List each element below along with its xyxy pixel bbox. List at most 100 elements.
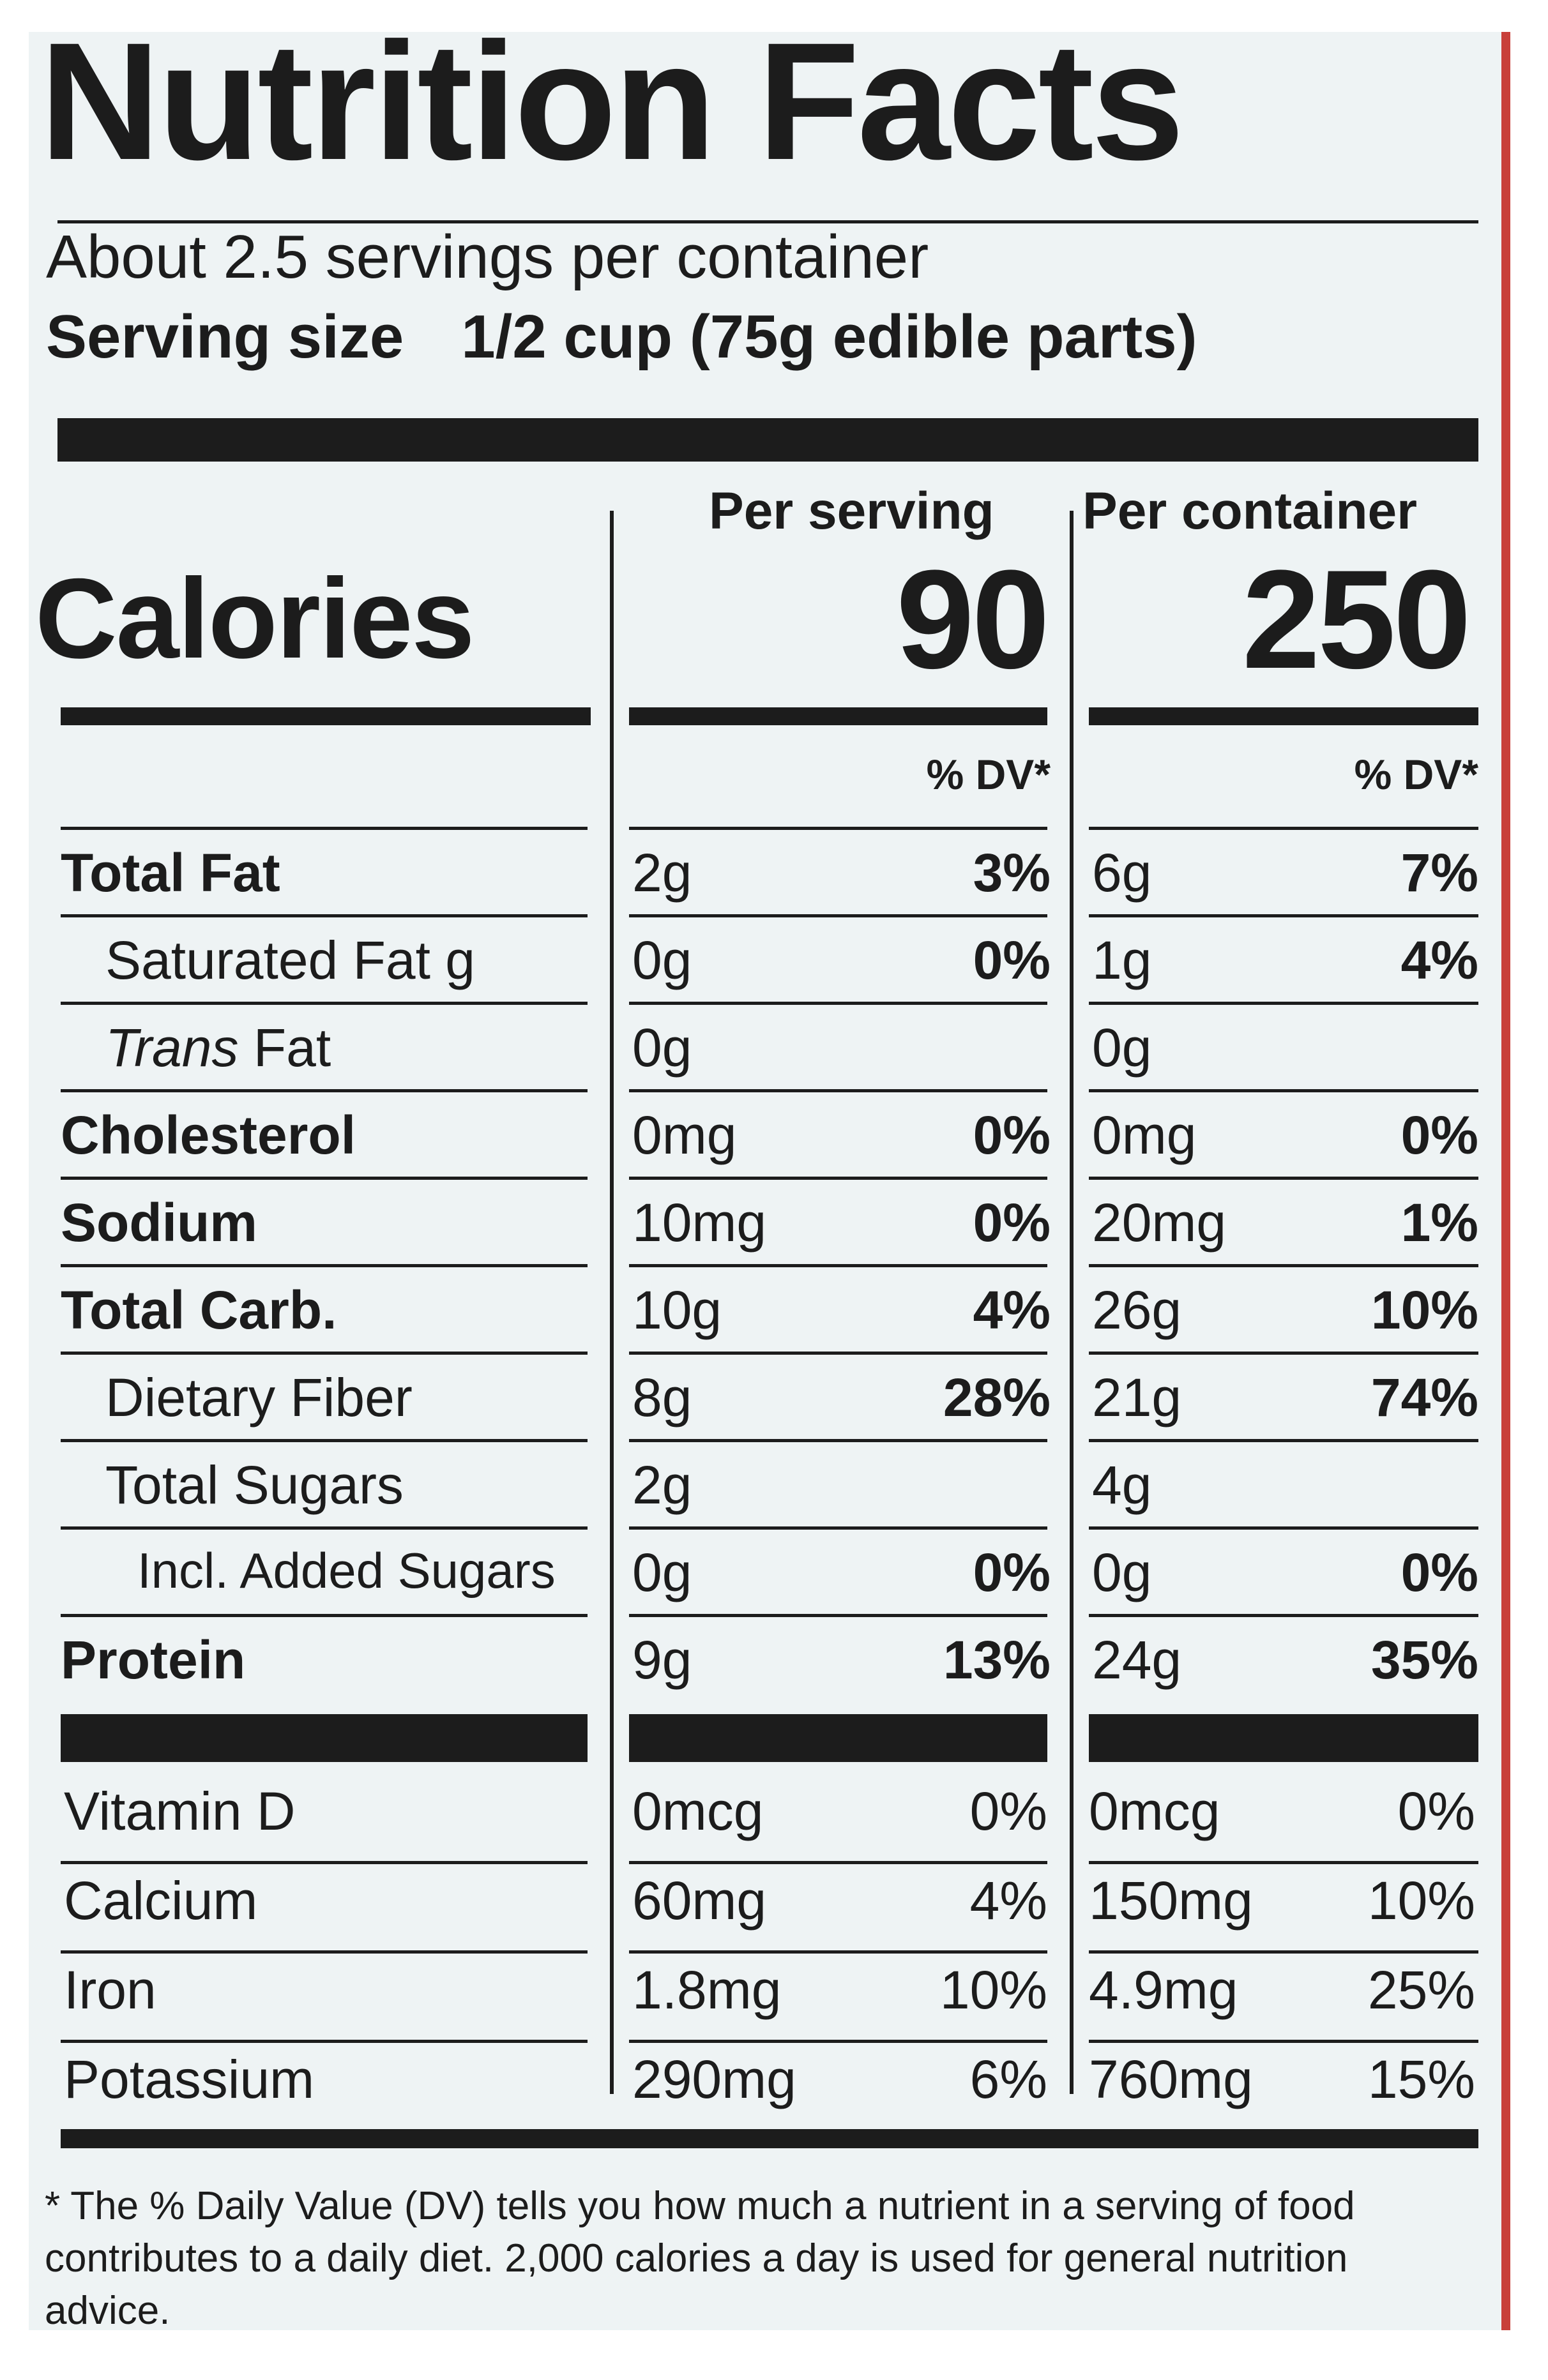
- row-rule: [629, 1002, 1047, 1005]
- row-rule: [629, 1352, 1047, 1355]
- serving-amount: 60mg: [632, 1871, 767, 1931]
- container-dv: 4%: [1400, 930, 1478, 990]
- container-dv: 0%: [1397, 1781, 1475, 1841]
- serving-amount: 290mg: [632, 2049, 796, 2109]
- row-rule: [1089, 1950, 1478, 1954]
- serving-amount: 0g: [632, 930, 692, 990]
- container-amount: 0mg: [1092, 1105, 1197, 1165]
- container-amount: 26g: [1092, 1280, 1182, 1340]
- nutrition-label: [29, 32, 1510, 2330]
- footnote: * The % Daily Value (DV) tells you how m…: [45, 2184, 1355, 2333]
- serving-dv: 6%: [969, 2049, 1047, 2109]
- container-amount: 150mg: [1089, 1871, 1253, 1931]
- container-dv: 25%: [1367, 1960, 1475, 2020]
- container-dv: 15%: [1367, 2049, 1475, 2109]
- container-amount: 1g: [1092, 930, 1152, 990]
- row-rule: [629, 1439, 1047, 1442]
- thick-rule-mid-container: [1089, 1714, 1478, 1762]
- container-dv: 0%: [1400, 1105, 1478, 1165]
- label-title: Nutrition Facts: [40, 8, 1185, 195]
- row-rule: [629, 1614, 1047, 1617]
- nutrient-name: Total Fat: [61, 843, 280, 903]
- row-rule: [1089, 914, 1478, 917]
- serving-size-label: Serving size: [46, 303, 404, 371]
- container-amount: 21g: [1092, 1367, 1182, 1427]
- row-rule: [61, 1089, 588, 1092]
- container-amount: 4.9mg: [1089, 1960, 1238, 2020]
- row-rule: [629, 2040, 1047, 2043]
- vitamin-name: Calcium: [64, 1871, 258, 1931]
- row-rule: [1089, 827, 1478, 830]
- serving-dv: 13%: [943, 1630, 1051, 1690]
- nutrient-name: Dietary Fiber: [105, 1367, 413, 1427]
- row-rule: [61, 1950, 588, 1954]
- dv-header-serving: % DV*: [926, 751, 1051, 798]
- container-amount: 0g: [1092, 1542, 1152, 1602]
- serving-amount: 8g: [632, 1367, 692, 1427]
- servings-per-container: About 2.5 servings per container: [46, 223, 929, 291]
- nutrient-name: Cholesterol: [61, 1105, 356, 1165]
- container-dv: 0%: [1400, 1542, 1478, 1602]
- serving-dv: 0%: [973, 930, 1051, 990]
- dv-header-container: % DV*: [1354, 751, 1478, 798]
- calories-rule-serving: [629, 707, 1047, 725]
- nutrient-name-rest: Fat: [238, 1018, 331, 1078]
- row-rule: [61, 1002, 588, 1005]
- container-dv: 1%: [1400, 1193, 1478, 1253]
- container-dv: 74%: [1370, 1367, 1478, 1427]
- thick-rule-top: [57, 418, 1478, 462]
- title-rule: [57, 220, 1478, 223]
- thick-rule-mid-serving: [629, 1714, 1047, 1762]
- thick-rule-mid-label: [61, 1714, 588, 1762]
- container-amount: 0mcg: [1089, 1781, 1220, 1841]
- thick-rule-bottom: [61, 2129, 1478, 2148]
- column-divider-2: [1070, 511, 1074, 2094]
- serving-amount: 0mg: [632, 1105, 737, 1165]
- serving-dv: 0%: [973, 1193, 1051, 1253]
- nutrient-name: Saturated Fat g: [105, 930, 476, 990]
- serving-amount: 0g: [632, 1018, 692, 1078]
- serving-dv: 3%: [973, 843, 1051, 903]
- row-rule: [1089, 1177, 1478, 1180]
- row-rule: [629, 1089, 1047, 1092]
- container-dv: 10%: [1367, 1871, 1475, 1931]
- row-rule: [61, 1614, 588, 1617]
- serving-dv: 4%: [969, 1871, 1047, 1931]
- calories-per-container: 250: [1241, 541, 1471, 698]
- serving-amount: 0g: [632, 1542, 692, 1602]
- serving-amount: 10mg: [632, 1193, 767, 1253]
- serving-amount: 2g: [632, 1455, 692, 1515]
- calories-per-serving: 90: [896, 541, 1050, 698]
- row-rule: [1089, 1614, 1478, 1617]
- calories-rule-container: [1089, 707, 1478, 725]
- serving-dv: 28%: [943, 1367, 1051, 1427]
- serving-dv: 4%: [973, 1280, 1051, 1340]
- row-rule: [1089, 1002, 1478, 1005]
- row-rule: [61, 1526, 588, 1530]
- per-container-header: Per container: [1082, 482, 1418, 540]
- serving-dv: 0%: [973, 1105, 1051, 1165]
- row-rule: [61, 2040, 588, 2043]
- serving-size-value: 1/2 cup (75g edible parts): [461, 303, 1197, 371]
- row-rule: [61, 1861, 588, 1864]
- calories-rule-label: [61, 707, 591, 725]
- row-rule: [1089, 1861, 1478, 1864]
- row-rule: [629, 914, 1047, 917]
- serving-amount: 10g: [632, 1280, 722, 1340]
- row-rule: [61, 1439, 588, 1442]
- nutrient-name: Sodium: [61, 1193, 257, 1253]
- nutrient-name: Trans Fat: [105, 1021, 331, 1074]
- row-rule: [629, 1177, 1047, 1180]
- row-rule: [61, 1264, 588, 1267]
- container-amount: 6g: [1092, 843, 1152, 903]
- serving-amount: 9g: [632, 1630, 692, 1690]
- nutrient-name: Incl. Added Sugars: [137, 1542, 556, 1599]
- row-rule: [1089, 1526, 1478, 1530]
- container-dv: 7%: [1400, 843, 1478, 903]
- container-amount: 760mg: [1089, 2049, 1253, 2109]
- row-rule: [629, 827, 1047, 830]
- row-rule: [1089, 1352, 1478, 1355]
- calories-label: Calories: [35, 555, 474, 682]
- serving-dv: 0%: [969, 1781, 1047, 1841]
- row-rule: [1089, 1439, 1478, 1442]
